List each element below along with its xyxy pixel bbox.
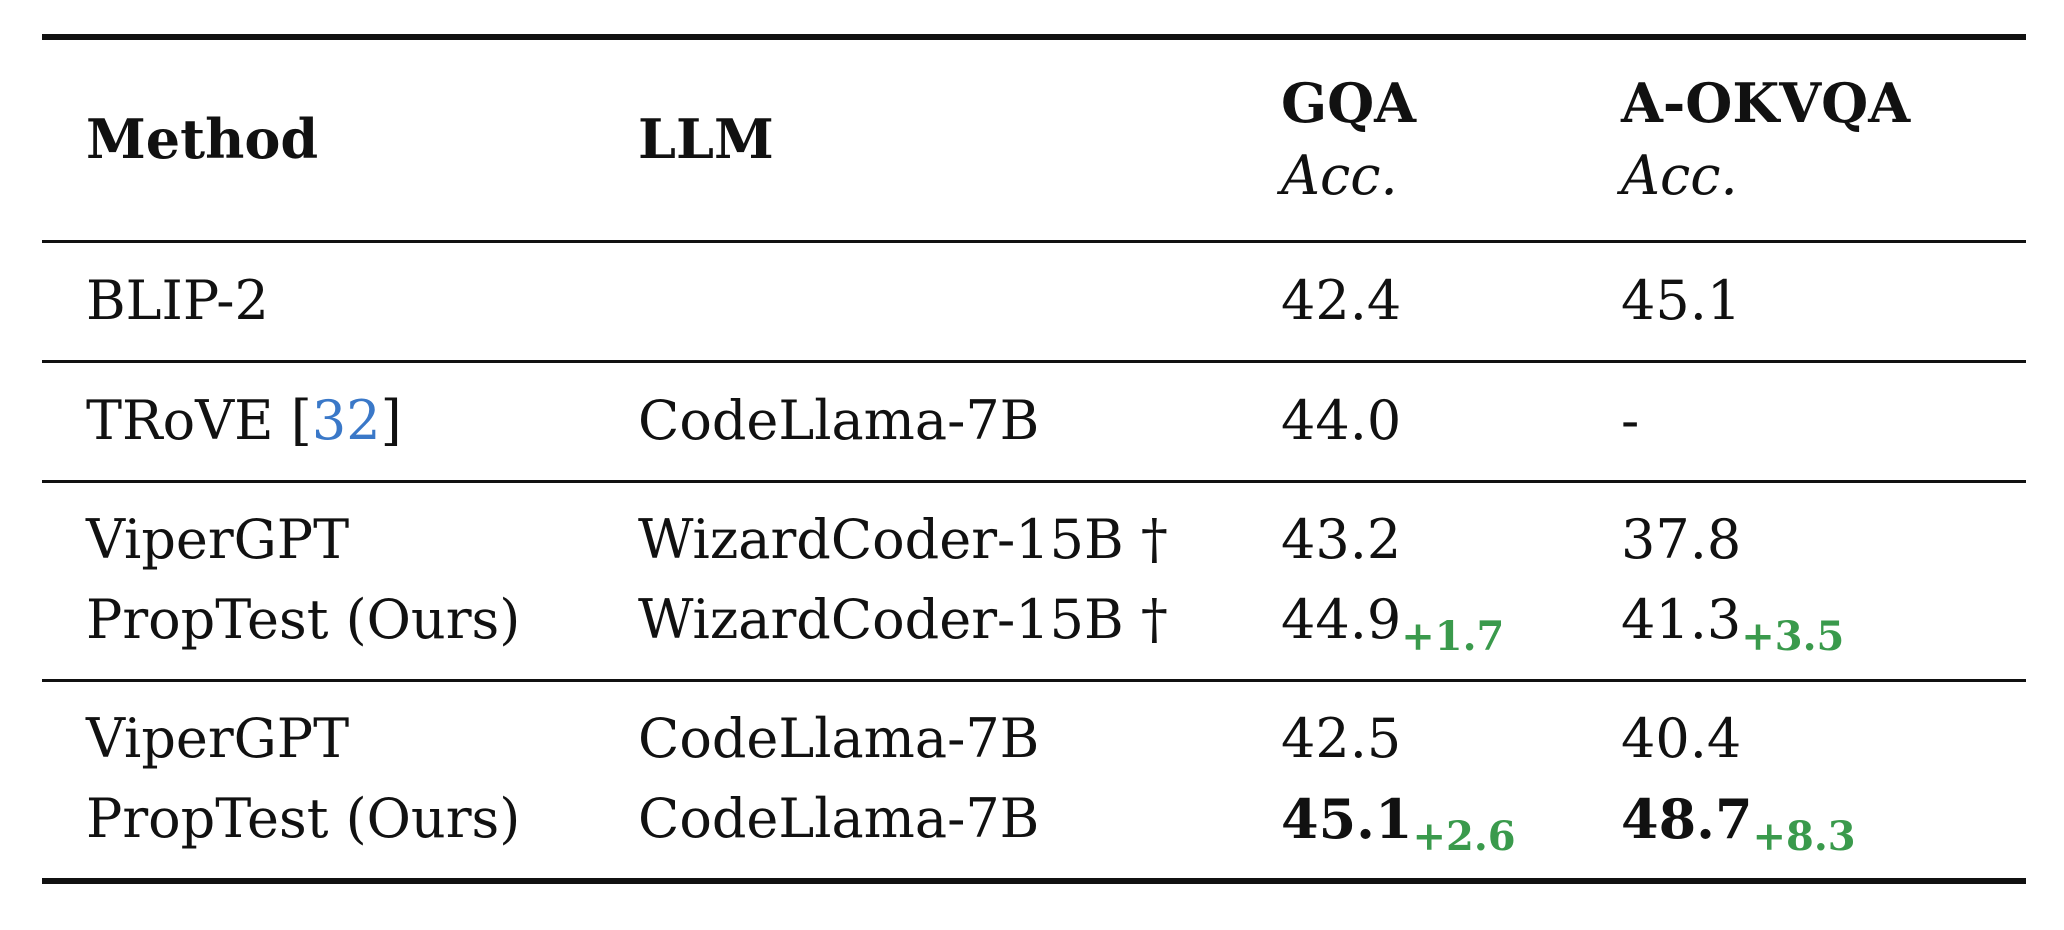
cell-aokvqa: 48.7+8.3: [1621, 780, 2026, 881]
method-name: TRoVE [: [86, 388, 312, 452]
table-row: ViperGPT WizardCoder-15B † 43.2 37.8: [42, 481, 2026, 581]
cell-gqa: 42.5: [1281, 707, 1402, 771]
cell-aokvqa: 40.4: [1621, 707, 1742, 771]
cell-gqa: 43.2: [1281, 508, 1402, 572]
cell-method: ViperGPT: [86, 508, 350, 572]
cell-method: BLIP-2: [86, 268, 269, 332]
cell-method: PropTest (Ours): [86, 588, 521, 652]
cell-gqa: 42.4: [1281, 268, 1402, 332]
cell-aokvqa: 45.1: [1621, 268, 1742, 332]
aokvqa-value: 41.3: [1621, 588, 1742, 652]
cell-method: ViperGPT: [86, 707, 350, 771]
table-row: TRoVE [32] CodeLlama-7B 44.0 -: [42, 361, 2026, 481]
cell-gqa: 44.0: [1281, 388, 1402, 452]
cell-aokvqa: -: [1621, 388, 1640, 452]
citation-link[interactable]: 32: [311, 388, 381, 452]
results-table-container: Method LLM GQA Acc. A-OKVQA Acc. BLIP-2 …: [42, 34, 2026, 884]
gqa-value-best: 45.1: [1281, 786, 1413, 851]
cell-gqa: 44.9+1.7: [1281, 581, 1621, 681]
table-row: ViperGPT CodeLlama-7B 42.5 40.4: [42, 680, 2026, 780]
aokvqa-delta: +8.3: [1752, 812, 1856, 860]
gqa-delta: +1.7: [1401, 613, 1505, 661]
cell-llm: WizardCoder-15B †: [638, 588, 1168, 652]
cell-llm: CodeLlama-7B: [638, 388, 1040, 452]
header-llm: LLM: [638, 107, 774, 172]
cell-method: TRoVE [32]: [42, 361, 638, 481]
gqa-delta: +2.6: [1412, 812, 1516, 860]
header-gqa: GQA Acc.: [1281, 37, 1621, 241]
header-gqa-name: GQA: [1281, 70, 1417, 135]
cell-llm: CodeLlama-7B: [638, 707, 1040, 771]
table-row: PropTest (Ours) WizardCoder-15B † 44.9+1…: [42, 581, 2026, 681]
gqa-value: 44.9: [1281, 588, 1402, 652]
cell-llm: WizardCoder-15B †: [638, 508, 1168, 572]
header-method: Method: [86, 107, 319, 172]
cell-method: PropTest (Ours): [86, 787, 521, 851]
cell-aokvqa: 37.8: [1621, 508, 1742, 572]
header-aokvqa: A-OKVQA Acc.: [1621, 37, 2026, 241]
aokvqa-delta: +3.5: [1741, 613, 1845, 661]
table-row: PropTest (Ours) CodeLlama-7B 45.1+2.6 48…: [42, 780, 2026, 881]
header-aokvqa-name: A-OKVQA: [1621, 70, 1911, 135]
cell-llm: CodeLlama-7B: [638, 787, 1040, 851]
header-gqa-metric: Acc.: [1281, 143, 1398, 207]
results-table: Method LLM GQA Acc. A-OKVQA Acc. BLIP-2 …: [42, 34, 2026, 884]
method-bracket: ]: [380, 388, 402, 452]
cell-aokvqa: 41.3+3.5: [1621, 581, 2026, 681]
cell-gqa: 45.1+2.6: [1281, 780, 1621, 881]
header-row: Method LLM GQA Acc. A-OKVQA Acc.: [42, 37, 2026, 241]
aokvqa-value-best: 48.7: [1621, 786, 1753, 851]
table-row: BLIP-2 42.4 45.1: [42, 241, 2026, 361]
cell-llm: [638, 241, 1281, 361]
header-aokvqa-metric: Acc.: [1621, 143, 1738, 207]
